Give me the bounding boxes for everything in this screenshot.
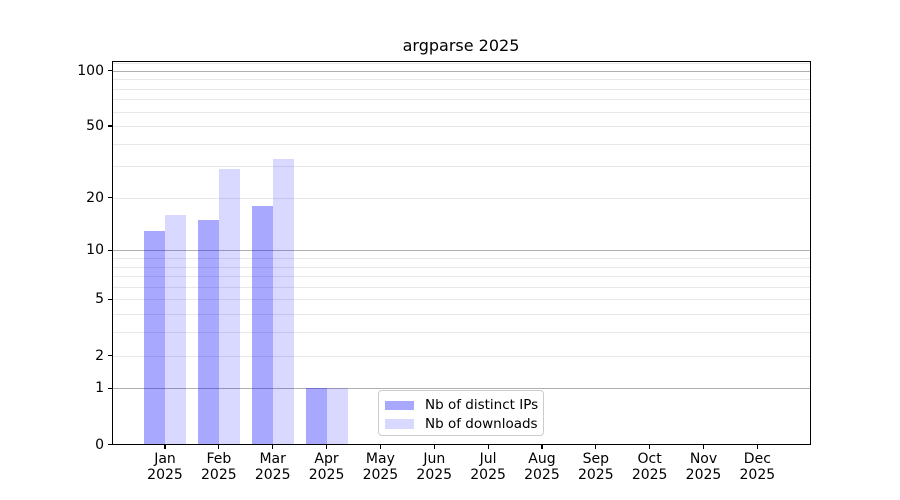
bar-nb-of-distinct-ips-mar [251, 206, 273, 444]
bar-nb-of-downloads-apr [326, 388, 348, 444]
left-spine [112, 61, 114, 445]
y-tick-2 [108, 354, 112, 357]
x-tick-label-may: May 2025 [362, 451, 399, 483]
x-tick-label-dec: Dec 2025 [739, 451, 776, 483]
gridline-y-50 [113, 126, 810, 128]
legend-item-distinct-ips: Nb of distinct IPs [385, 396, 543, 415]
legend-item-downloads: Nb of downloads [385, 415, 543, 434]
gridline-y-70 [113, 99, 810, 101]
bar-nb-of-distinct-ips-jan [144, 230, 165, 444]
gridline-y-9 [113, 257, 810, 259]
x-tick-label-jun: Jun 2025 [416, 451, 453, 483]
gridline-y-60 [113, 111, 810, 113]
x-tick-label-jan: Jan 2025 [147, 451, 183, 483]
gridline-y-3 [113, 332, 810, 334]
gridline-y-2 [113, 355, 810, 357]
legend-label-distinct-ips: Nb of distinct IPs [425, 397, 539, 414]
y-tick-label-100: 100 [77, 62, 104, 79]
x-tick-sep [595, 445, 597, 449]
y-tick-label-2: 2 [95, 347, 104, 364]
legend: Nb of distinct IPs Nb of downloads [378, 390, 544, 436]
legend-swatch-distinct-ips-icon [385, 400, 414, 410]
x-tick-may [379, 445, 381, 449]
x-tick-label-sep: Sep 2025 [577, 451, 614, 483]
y-tick-label-10: 10 [86, 242, 104, 259]
chart-title: argparse 2025 [402, 36, 520, 55]
y-tick-label-50: 50 [86, 118, 104, 135]
x-tick-label-jul: Jul 2025 [470, 451, 506, 483]
gridline-y-30 [113, 166, 810, 168]
y-tick-50 [108, 125, 112, 127]
bar-nb-of-downloads-mar [272, 158, 294, 444]
bar-nb-of-distinct-ips-apr [305, 388, 327, 444]
gridline-y-6 [113, 286, 810, 288]
y-tick-label-1: 1 [95, 380, 104, 397]
x-tick-dec [756, 445, 758, 449]
bar-nb-of-downloads-jan [165, 215, 186, 444]
plot-area [113, 62, 810, 444]
x-tick-label-oct: Oct 2025 [631, 451, 668, 483]
y-tick-0 [108, 443, 112, 446]
legend-label-downloads: Nb of downloads [425, 415, 538, 432]
bar-nb-of-distinct-ips-feb [197, 219, 219, 444]
y-tick-5 [108, 298, 112, 300]
y-tick-label-20: 20 [86, 189, 104, 206]
gridline-y-90 [113, 79, 810, 81]
x-tick-label-mar: Mar 2025 [254, 451, 291, 483]
gridline-y-40 [113, 143, 810, 145]
gridline-y-110 [113, 63, 810, 65]
top-spine [112, 61, 811, 62]
x-tick-jan [164, 445, 166, 449]
gridline-y-100 [113, 70, 810, 72]
gridline-y-8 [113, 266, 810, 268]
gridline-y-20 [113, 197, 810, 199]
x-tick-mar [272, 445, 274, 449]
x-tick-label-apr: Apr 2025 [308, 451, 345, 483]
right-spine [810, 61, 811, 445]
x-tick-label-nov: Nov 2025 [685, 451, 722, 483]
gridline-y-7 [113, 276, 810, 278]
x-tick-label-feb: Feb 2025 [201, 451, 237, 483]
x-tick-feb [218, 445, 220, 449]
x-tick-nov [702, 445, 705, 449]
x-tick-label-aug: Aug 2025 [524, 451, 560, 483]
y-tick-label-5: 5 [95, 291, 104, 308]
gridline-y-4 [113, 314, 810, 316]
y-tick-label-0: 0 [95, 436, 104, 453]
x-tick-aug [541, 445, 543, 449]
x-tick-oct [649, 445, 651, 449]
gridline-y-1 [113, 388, 810, 390]
x-tick-apr [325, 445, 328, 449]
gridline-y-10 [113, 250, 810, 252]
gridline-y-80 [113, 88, 810, 90]
y-tick-100 [108, 70, 112, 72]
y-tick-1 [108, 387, 112, 389]
gridline-y-5 [113, 299, 810, 301]
legend-swatch-downloads-icon [385, 419, 414, 429]
y-tick-20 [108, 197, 112, 199]
y-tick-10 [108, 249, 112, 251]
bottom-spine [112, 444, 811, 446]
x-tick-jun [433, 445, 435, 449]
bar-nb-of-downloads-feb [218, 169, 240, 444]
x-tick-jul [487, 445, 489, 449]
